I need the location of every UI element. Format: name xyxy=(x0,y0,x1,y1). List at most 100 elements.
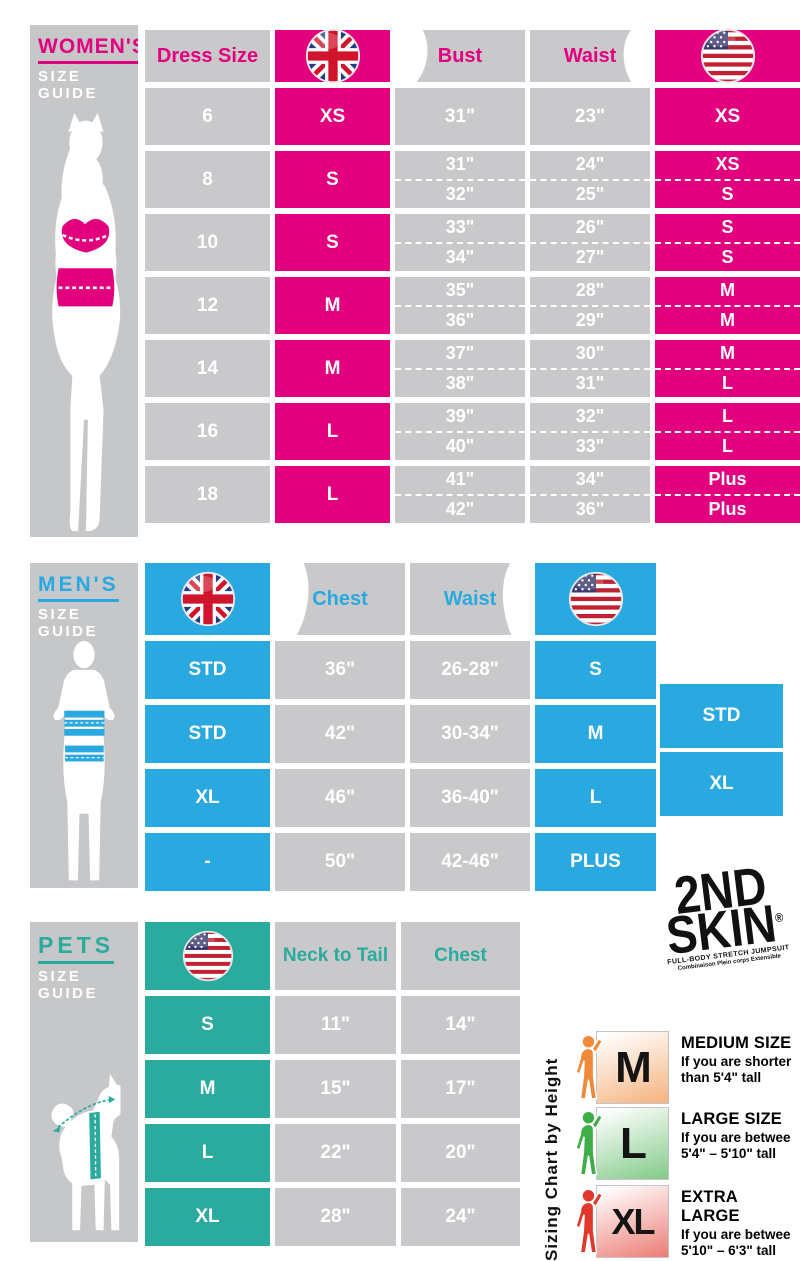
height-entry-line: If you are shorter xyxy=(681,1054,792,1069)
pets-size-table: Neck to Tail Chest S 11" 14" M 15" 17" L… xyxy=(145,922,520,1246)
dog-silhouette-icon xyxy=(51,1073,121,1231)
waist-cell: 30-34" xyxy=(410,705,530,763)
men-row: STD 42" 30-34" M xyxy=(145,705,656,763)
pets-row: XL 28" 24" xyxy=(145,1188,520,1246)
womens-panel: WOMEN'S SIZE GUIDE xyxy=(30,25,138,537)
chest-cell: 17" xyxy=(401,1060,520,1118)
bust-cell: 41" 42" xyxy=(395,466,525,523)
bust-cell: 31" xyxy=(395,88,525,145)
pets-row: S 11" 14" xyxy=(145,996,520,1054)
uk-size-cell: M xyxy=(275,340,390,397)
us-size-cell: PLUS xyxy=(535,833,656,891)
dress-size-cell: 6 xyxy=(145,88,270,145)
height-entry-line: If you are betwee xyxy=(681,1130,791,1145)
neck-to-tail-header: Neck to Tail xyxy=(275,922,396,990)
pets-row: M 15" 17" xyxy=(145,1060,520,1118)
woman-silhouette-icon xyxy=(52,112,121,532)
person-large-icon xyxy=(575,1110,604,1176)
bust-cell: 35" 36" xyxy=(395,277,525,334)
chest-cell: 20" xyxy=(401,1124,520,1182)
height-entry-extra-large: XL EXTRA LARGE If you are betwee 5'10" –… xyxy=(568,1184,800,1260)
teal-harness-shape xyxy=(52,1096,116,1180)
uk-size-cell: S xyxy=(275,214,390,271)
waist-cell: 23" xyxy=(530,88,650,145)
uk-flag-icon xyxy=(180,571,236,627)
us-flag-cell xyxy=(145,922,270,990)
uk-flag-cell xyxy=(275,30,390,82)
waist-cell: 32" 33" xyxy=(530,403,650,460)
chest-cell: 50" xyxy=(275,833,405,891)
pets-row: L 22" 20" xyxy=(145,1124,520,1182)
size-cell: L xyxy=(145,1124,270,1182)
bust-cell: 39" 40" xyxy=(395,403,525,460)
neck-cell: 11" xyxy=(275,996,396,1054)
mens-header-row: Chest Waist xyxy=(145,563,656,635)
uk-size-cell: STD xyxy=(145,705,270,763)
womens-header-row: Dress Size Bust Waist xyxy=(145,30,800,82)
womens-size-table: Dress Size Bust Waist 6 XS 31" 23" XS 8 … xyxy=(145,30,800,523)
waist-cell: 36-40" xyxy=(410,769,530,827)
mens-extra-size-std: STD xyxy=(660,684,783,748)
uk-flag-icon xyxy=(305,28,361,84)
uk-size-cell: L xyxy=(275,466,390,523)
us-flag-icon xyxy=(700,28,756,84)
dress-size-cell: 8 xyxy=(145,151,270,208)
dress-size-cell: 16 xyxy=(145,403,270,460)
height-entry-title: MEDIUM SIZE xyxy=(681,1034,792,1052)
bust-header: Bust xyxy=(395,30,525,82)
pets-subtitle: SIZE GUIDE xyxy=(38,968,99,1002)
dress-size-header: Dress Size xyxy=(145,30,270,82)
height-chart-vertical-label: Sizing Chart by Height xyxy=(542,1057,561,1261)
bust-cell: 33" 34" xyxy=(395,214,525,271)
waist-header: Waist xyxy=(530,30,650,82)
uk-size-cell: S xyxy=(275,151,390,208)
chest-cell: 14" xyxy=(401,996,520,1054)
uk-size-cell: STD xyxy=(145,641,270,699)
size-cell: S xyxy=(145,996,270,1054)
mens-extra-size-xl: XL xyxy=(660,752,783,816)
uk-flag-cell xyxy=(145,563,270,635)
us-flag-icon xyxy=(182,930,234,982)
women-row-8: 8 S 31" 32" 24" 25" XS S xyxy=(145,151,800,208)
height-entry-medium: M MEDIUM SIZE If you are shorter than 5'… xyxy=(568,1030,800,1106)
waist-cell: 42-46" xyxy=(410,833,530,891)
uk-size-cell: M xyxy=(275,277,390,334)
dress-size-cell: 12 xyxy=(145,277,270,334)
us-flag-cell xyxy=(655,30,800,82)
dress-size-cell: 14 xyxy=(145,340,270,397)
uk-size-cell: XL xyxy=(145,769,270,827)
womens-subtitle: SIZE GUIDE xyxy=(38,68,99,102)
height-size-box-xl: XL xyxy=(596,1185,669,1258)
women-row-18: 18 L 41" 42" 34" 36" Plus Plus xyxy=(145,466,800,523)
dress-size-cell: 18 xyxy=(145,466,270,523)
height-entry-line: than 5'4" tall xyxy=(681,1070,762,1086)
chest-cell: 42" xyxy=(275,705,405,763)
us-flag-icon xyxy=(568,571,624,627)
uk-size-cell: L xyxy=(275,403,390,460)
us-size-cell: L xyxy=(535,769,656,827)
size-cell: XL xyxy=(145,1188,270,1246)
pets-title: PETS xyxy=(38,932,115,964)
us-size-cell: XS xyxy=(655,88,800,145)
person-medium-icon xyxy=(575,1034,604,1100)
men-row: - 50" 42-46" PLUS xyxy=(145,833,656,891)
chest-cell: 36" xyxy=(275,641,405,699)
neck-cell: 22" xyxy=(275,1124,396,1182)
person-extra-large-icon xyxy=(575,1188,604,1254)
waist-cell: 26" 27" xyxy=(530,214,650,271)
height-size-box-l: L xyxy=(596,1107,669,1180)
blue-bands-shape xyxy=(64,710,105,762)
height-entry-line: If you are betwee xyxy=(681,1227,791,1242)
chest-cell: 46" xyxy=(275,769,405,827)
uk-size-cell: XS xyxy=(275,88,390,145)
2nd-skin-logo: 2ND SKIN® FULL-BODY STRETCH JUMPSUIT Com… xyxy=(643,855,800,975)
waist-cell: 24" 25" xyxy=(530,151,650,208)
us-size-cell: Plus Plus xyxy=(655,466,800,523)
neck-cell: 15" xyxy=(275,1060,396,1118)
waist-cell: 30" 31" xyxy=(530,340,650,397)
